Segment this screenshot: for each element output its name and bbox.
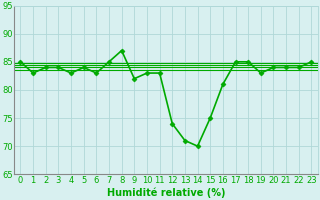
X-axis label: Humidité relative (%): Humidité relative (%) bbox=[107, 187, 225, 198]
